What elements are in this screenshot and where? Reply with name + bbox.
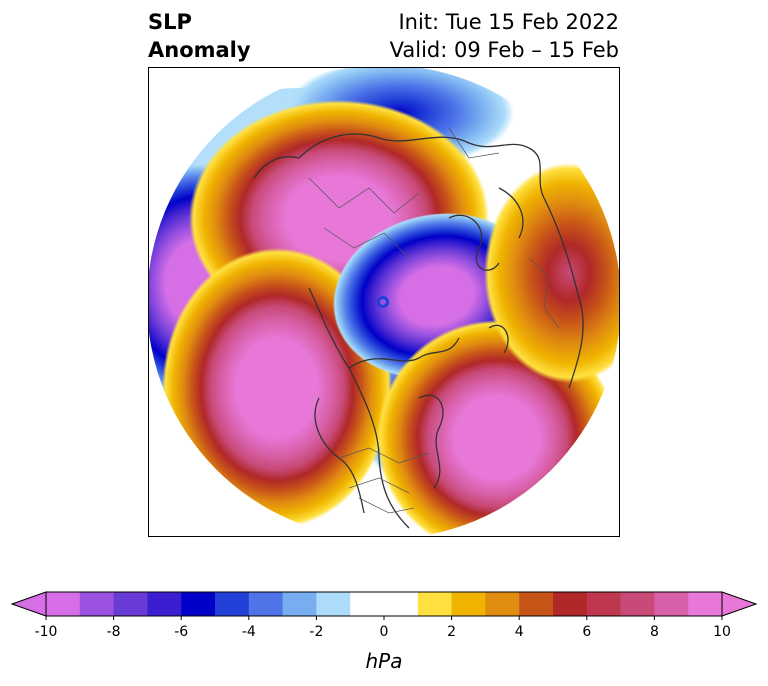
anomaly-field <box>149 68 619 536</box>
colorbar-tick-label: 2 <box>447 624 456 640</box>
colorbar-swatch <box>282 592 317 616</box>
colorbar-swatch <box>417 592 453 616</box>
colorbar-unit-label: hPa <box>366 649 403 673</box>
colorbar-swatch <box>350 592 385 616</box>
colorbar-swatch <box>620 592 655 616</box>
colorbar-tick-label: 0 <box>380 624 389 640</box>
colorbar-swatch <box>586 592 622 616</box>
colorbar-swatch <box>654 592 689 616</box>
colorbar-swatch <box>553 592 588 616</box>
colorbar-tick-label: -4 <box>242 624 256 640</box>
init-date: Init: Tue 15 Feb 2022 <box>398 10 619 34</box>
colorbar-tick-label: 8 <box>650 624 659 640</box>
anomaly-map <box>149 68 619 536</box>
colorbar-swatch <box>181 592 216 616</box>
colorbar-swatch <box>519 592 554 616</box>
colorbar-swatch <box>147 592 182 616</box>
colorbar-min-extension <box>10 591 47 617</box>
colorbar-swatch <box>316 592 351 616</box>
colorbar-tick-label: 4 <box>515 624 524 640</box>
colorbar-tick-label: 10 <box>713 624 731 640</box>
colorbar-swatch <box>451 592 486 616</box>
map-title: SLP Anomaly <box>148 8 251 64</box>
colorbar-swatch <box>248 592 284 616</box>
colorbar-tick-label: -10 <box>35 624 58 640</box>
colorbar-swatch <box>113 592 148 616</box>
colorbar-ticks: -10 -8 -6 -4 -2 0 2 4 6 8 10 <box>35 616 731 640</box>
colorbar-tick-label: 6 <box>582 624 591 640</box>
date-info: Init: Tue 15 Feb 2022 Valid: 09 Feb – 15… <box>390 8 619 64</box>
colorbar-swatch <box>79 592 115 616</box>
colorbar-tick-label: -6 <box>174 624 188 640</box>
colorbar-swatch <box>485 592 520 616</box>
title-line-2: Anomaly <box>148 38 251 62</box>
title-line-1: SLP <box>148 10 192 34</box>
colorbar-swatches <box>46 592 723 616</box>
colorbar-swatch <box>215 592 250 616</box>
map-panel <box>148 67 620 537</box>
colorbar-swatch <box>688 592 723 616</box>
colorbar-swatch <box>46 592 81 616</box>
colorbar-swatch <box>384 592 419 616</box>
colorbar-max-extension <box>721 591 758 617</box>
colorbar: -10 -8 -6 -4 -2 0 2 4 6 8 10 hPa <box>10 591 758 673</box>
colorbar-tick-label: -8 <box>107 624 121 640</box>
colorbar-tick-label: -2 <box>309 624 323 640</box>
borders <box>308 127 560 514</box>
valid-range: Valid: 09 Feb – 15 Feb <box>389 38 619 62</box>
